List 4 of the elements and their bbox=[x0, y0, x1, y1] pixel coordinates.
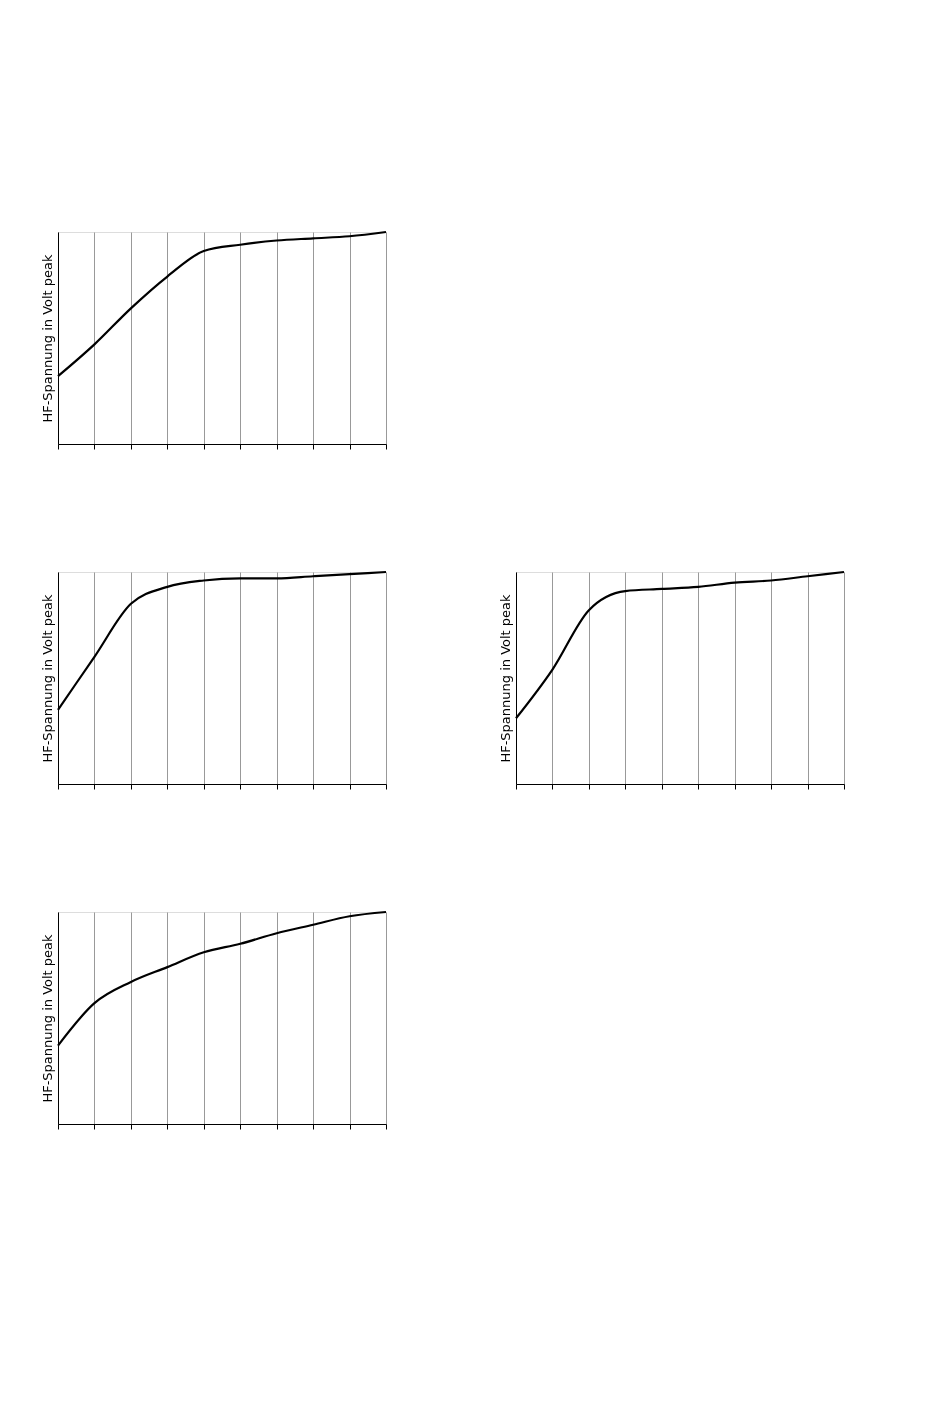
y-axis-title: HF-Spannung in Volt peak bbox=[39, 933, 55, 1103]
y-axis-title: HF-Spannung in Volt peak bbox=[39, 253, 55, 423]
y-axis-title: HF-Spannung in Volt peak bbox=[497, 593, 513, 763]
y-axis-title: HF-Spannung in Volt peak bbox=[39, 593, 55, 763]
